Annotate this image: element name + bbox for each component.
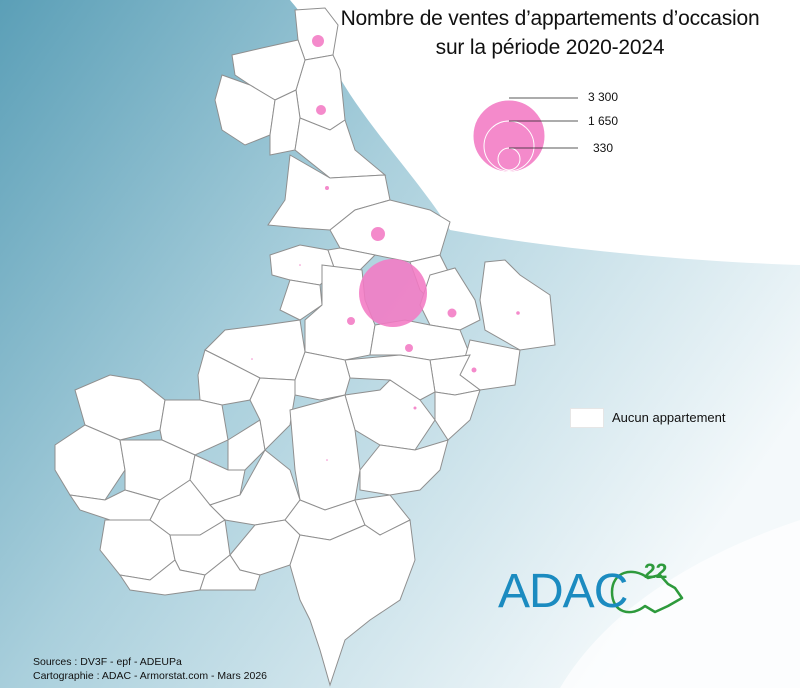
commune (289, 519, 416, 687)
legend-circle-3300 (472, 99, 546, 173)
commune (289, 394, 361, 511)
bubble (471, 367, 477, 373)
commune (197, 349, 261, 406)
logo-text: ADAC (498, 565, 628, 618)
sales-bubbles (209, 35, 520, 463)
map-title: Nombre de ventes d’appartements d’occasi… (300, 4, 800, 62)
commune (227, 419, 266, 471)
legend-label-3300: 3 300 (588, 90, 619, 104)
legend-no-apartment-label: Aucun appartement (612, 410, 726, 425)
legend-label-1650: 1 650 (588, 114, 619, 128)
commune (54, 424, 126, 501)
bubble (251, 358, 253, 360)
bubble (209, 461, 211, 463)
commune (434, 389, 481, 441)
logo-superscript: 22 (644, 560, 668, 583)
bubble (413, 406, 417, 410)
bubble (359, 259, 427, 327)
commune (159, 399, 229, 456)
bubble (516, 311, 520, 315)
commune (214, 74, 276, 146)
commune (279, 279, 323, 321)
background-fade-area (560, 520, 800, 688)
bubble (325, 186, 329, 190)
logo-graphic (610, 570, 684, 614)
legend-label-330: 330 (593, 141, 614, 155)
commune (294, 351, 351, 401)
title-line-1: Nombre de ventes d’appartements d’occasi… (340, 7, 760, 30)
commune (359, 439, 449, 496)
bubble (371, 227, 385, 241)
communes (54, 7, 556, 687)
sources-line-2: Cartographie : ADAC - Armorstat.com - Ma… (33, 670, 267, 682)
bubble (326, 459, 328, 461)
commune (344, 354, 436, 401)
sources: Sources : DV3F - epf - ADEUPa Cartograph… (33, 655, 267, 683)
sources-line-1: Sources : DV3F - epf - ADEUPa (33, 656, 182, 668)
adac-logo: ADAC 22 (498, 560, 688, 630)
bubble (347, 317, 355, 325)
legend-no-apartment-swatch (570, 408, 604, 428)
title-line-2: sur la période 2020-2024 (435, 36, 665, 59)
commune (199, 554, 261, 591)
commune (294, 117, 387, 179)
bubble (312, 35, 324, 47)
bubble (447, 308, 457, 318)
commune (479, 259, 556, 351)
bubble (299, 264, 301, 266)
legend-circles (472, 97, 578, 173)
bubble (405, 344, 413, 352)
bubble (316, 105, 326, 115)
